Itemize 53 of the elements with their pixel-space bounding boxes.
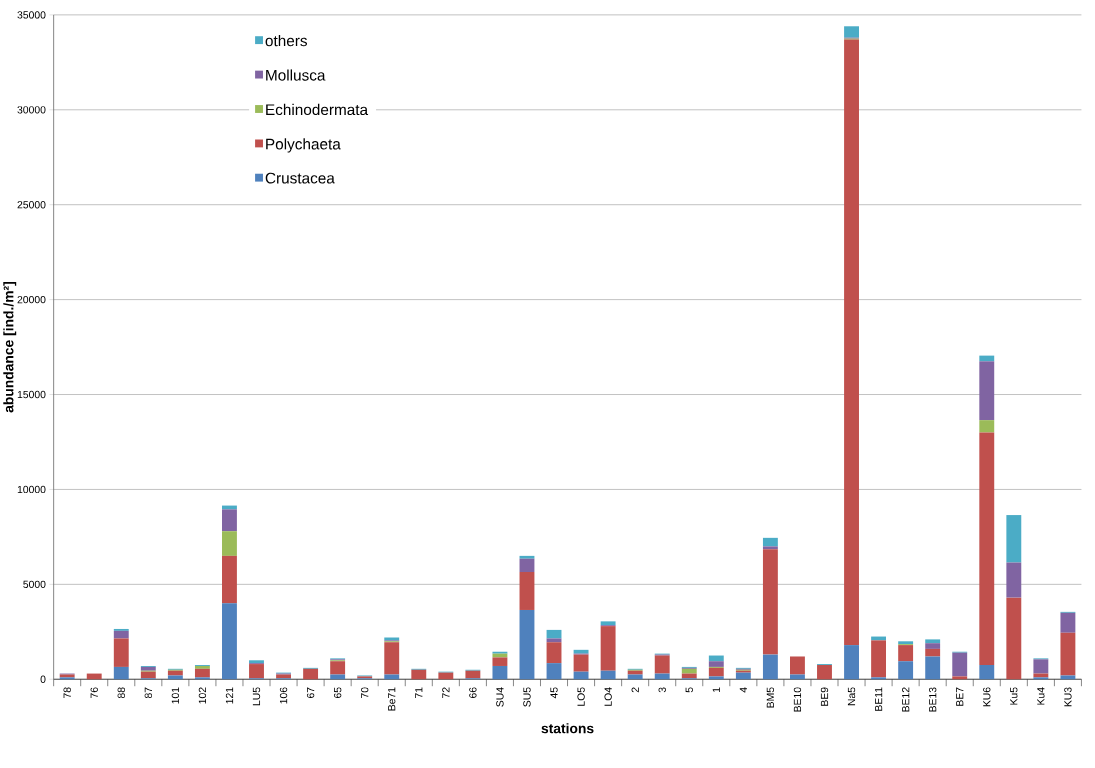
x-tick-label: 87 (144, 687, 152, 699)
legend-label: Mollusca (266, 69, 326, 81)
x-tick-label: Na5 (847, 687, 856, 706)
y-tick-label: 10000 (17, 485, 46, 494)
x-tick-label: LO4 (604, 687, 612, 706)
legend-label: Echinodermata (266, 104, 369, 116)
x-tick-label: KU6 (983, 687, 991, 707)
x-tick-label: SU4 (496, 687, 504, 707)
x-tick-label: 4 (739, 687, 747, 693)
x-tick-label: KU3 (1064, 687, 1072, 707)
legend-label: Polychaeta (266, 138, 341, 153)
legend-label: others (265, 35, 307, 47)
x-tick-label: Be71 (388, 687, 396, 711)
x-tick-label: 45 (550, 687, 558, 699)
x-tick-label: 102 (198, 687, 207, 704)
x-tick-label: BE13 (929, 687, 937, 712)
x-tick-label: 121 (225, 687, 234, 704)
y-axis-title: abundance [ind./m²] (3, 282, 17, 413)
x-tick-label: LU5 (252, 687, 261, 706)
y-tick-label: 5000 (23, 580, 46, 589)
x-tick-label: 78 (63, 687, 71, 699)
x-tick-label: 66 (469, 687, 477, 699)
x-tick-label: LO5 (577, 687, 585, 706)
x-tick-label: 106 (279, 687, 288, 704)
y-tick-label: 30000 (17, 106, 46, 114)
x-tick-label: 2 (631, 687, 639, 693)
x-axis-title: stations (541, 723, 594, 734)
x-tick-label: 1 (712, 687, 720, 693)
x-tick-label: 101 (171, 687, 180, 704)
x-tick-label: 67 (306, 687, 315, 699)
x-tick-label: Ku5 (1010, 687, 1018, 705)
y-tick-label: 20000 (17, 296, 46, 304)
y-tick-label: 35000 (17, 11, 46, 19)
x-tick-label: 3 (658, 687, 666, 693)
x-tick-label: BE10 (793, 687, 802, 712)
x-tick-label: 5 (685, 687, 693, 693)
x-tick-label: BE9 (820, 687, 829, 706)
x-tick-label: BE11 (875, 687, 883, 711)
y-tick-label: 0 (40, 675, 46, 684)
x-tick-label: 71 (415, 687, 423, 699)
x-tick-label: BM5 (766, 687, 775, 708)
y-tick-label: 25000 (17, 201, 46, 209)
x-tick-label: BE12 (902, 687, 910, 712)
y-tick-label: 15000 (17, 391, 46, 399)
x-tick-label: 76 (90, 687, 98, 699)
x-tick-label: 72 (442, 687, 450, 699)
x-tick-label: Ku4 (1037, 687, 1045, 705)
x-tick-label: BE7 (956, 687, 964, 706)
x-tick-label: SU5 (523, 687, 531, 707)
legend-label: Crustacea (265, 172, 335, 184)
x-tick-label: 65 (333, 687, 342, 699)
x-tick-label: 88 (117, 687, 125, 699)
x-tick-label: 70 (361, 687, 369, 699)
